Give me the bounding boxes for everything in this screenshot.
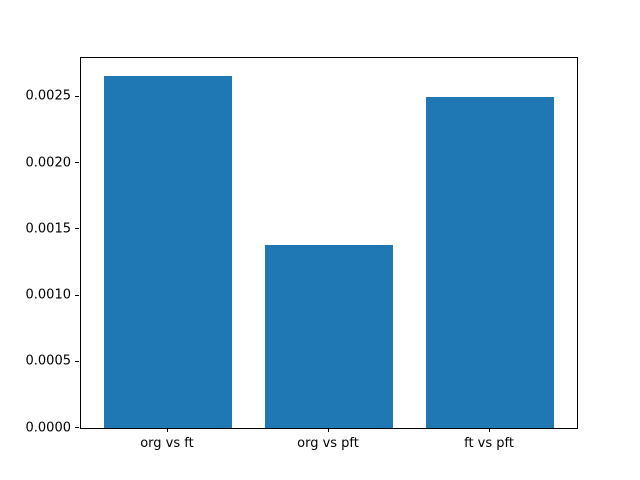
- x-tick-mark: [166, 428, 168, 432]
- y-tick-mark: [75, 294, 79, 296]
- y-tick-label: 0.0000: [25, 420, 72, 435]
- plot-area: [80, 57, 578, 429]
- y-tick-label: 0.0020: [25, 155, 72, 171]
- y-tick-mark: [75, 162, 79, 164]
- y-tick-mark: [75, 427, 79, 428]
- y-tick-mark: [75, 95, 79, 97]
- y-tick-label: 0.0005: [25, 353, 72, 369]
- x-tick-label: org vs pft: [297, 436, 359, 451]
- x-tick-label: org vs ft: [140, 436, 194, 451]
- x-tick-label: ft vs pft: [464, 436, 514, 451]
- bar-org-vs-pft: [264, 245, 394, 428]
- bar-org-vs-ft: [103, 75, 233, 428]
- y-tick-label: 0.0025: [25, 88, 72, 104]
- y-tick-mark: [75, 360, 79, 362]
- y-tick-label: 0.0015: [25, 221, 72, 237]
- bar-ft-vs-pft: [425, 96, 555, 428]
- y-tick-mark: [75, 228, 79, 230]
- x-tick-mark: [328, 428, 329, 432]
- y-tick-label: 0.0010: [25, 287, 72, 303]
- x-tick-mark: [489, 428, 491, 432]
